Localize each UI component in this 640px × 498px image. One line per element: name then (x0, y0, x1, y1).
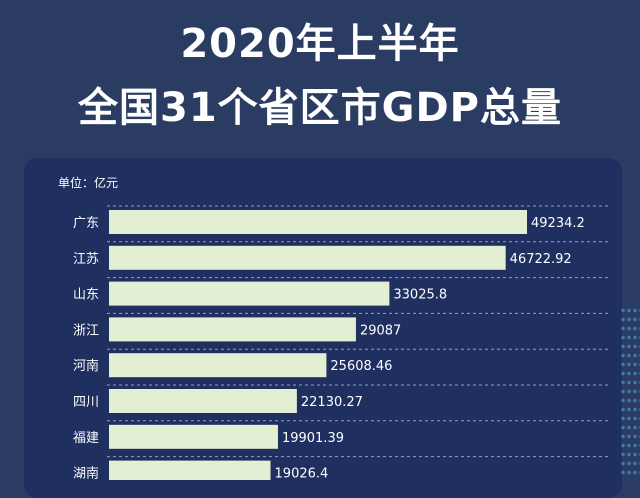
value-label: 25608.46 (330, 359, 392, 374)
value-label: 46722.92 (510, 252, 572, 267)
category-label: 浙江 (73, 323, 99, 338)
bar-chart: 广东 49234.2 江苏 46722.92 山东 33025.8 浙江 29087 河南 256… (73, 205, 608, 480)
category-label: 河南 (73, 358, 99, 374)
bar (109, 210, 527, 234)
value-label: 49234.2 (531, 216, 585, 231)
decorative-dot-pattern (620, 306, 640, 480)
bar (109, 424, 278, 449)
bar (109, 317, 356, 342)
category-label: 福建 (73, 431, 99, 446)
bar (109, 353, 327, 378)
chart-title-line-1: 2020年上半年 (180, 21, 460, 67)
value-label: 19026.4 (275, 467, 329, 480)
value-label: 22130.27 (301, 395, 363, 410)
category-label: 广东 (73, 216, 99, 231)
value-label: 29087 (360, 323, 401, 338)
value-label: 19901.39 (282, 431, 344, 446)
value-label: 33025.8 (393, 288, 447, 303)
unit-label: 单位：亿元 (58, 176, 119, 190)
chart-title-line-2: 全国31个省区市GDP总量 (77, 85, 562, 131)
category-label: 山东 (73, 288, 99, 303)
category-label: 湖南 (73, 466, 99, 480)
bar (109, 245, 506, 270)
bar (109, 281, 390, 306)
bar (109, 460, 271, 480)
bar (109, 389, 297, 413)
category-label: 江苏 (73, 251, 99, 267)
category-label: 四川 (73, 395, 99, 410)
